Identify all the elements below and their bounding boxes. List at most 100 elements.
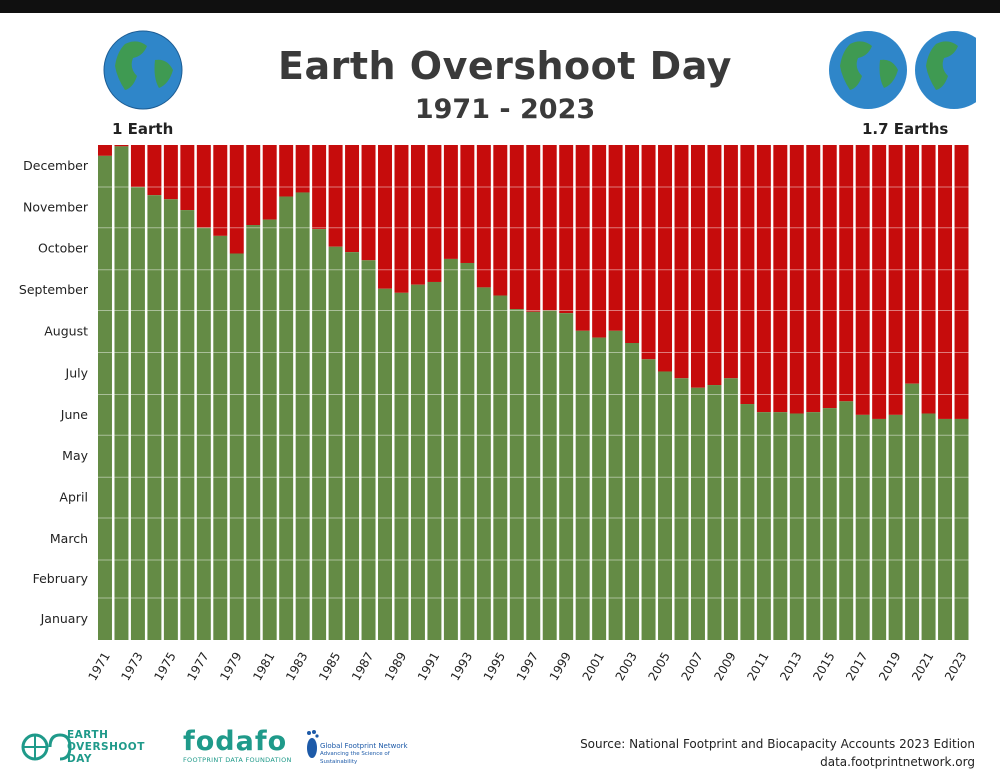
y-tick-label: October: [38, 241, 89, 256]
x-tick-label: 1985: [316, 650, 343, 683]
bar-overshoot-2023: [954, 145, 969, 419]
y-tick-label: February: [33, 571, 89, 586]
source-url: data.footprintnetwork.org: [820, 755, 975, 769]
gfn-subtitle: Advancing the Science of Sustainability: [320, 751, 390, 765]
bar-sustainable-2003: [625, 343, 640, 640]
bar-overshoot-2001: [592, 145, 607, 338]
bar-sustainable-1986: [345, 252, 360, 640]
bar-overshoot-1991: [427, 145, 442, 282]
bar-sustainable-2000: [575, 330, 590, 640]
logo-line-day: DAY: [67, 753, 92, 765]
bar-overshoot-1983: [295, 145, 310, 193]
y-tick-label: September: [19, 282, 89, 297]
bar-sustainable-2023: [954, 418, 969, 640]
bar-overshoot-2008: [707, 145, 722, 386]
earth-overshoot-day-logo: [21, 733, 72, 761]
chart-subtitle: 1971 - 2023: [414, 94, 596, 125]
bar-overshoot-2019: [888, 145, 903, 415]
x-tick-label: 1997: [514, 650, 541, 683]
bar-sustainable-2015: [822, 408, 837, 640]
bar-overshoot-2007: [690, 145, 705, 388]
bar-overshoot-1988: [378, 145, 392, 289]
bar-overshoot-2016: [839, 145, 854, 402]
logo-line-overshoot: OVERSHOOT: [67, 741, 145, 753]
x-tick-label: 1979: [217, 650, 244, 683]
x-tick-label: 1991: [415, 650, 442, 683]
bar-overshoot-2005: [658, 145, 673, 372]
one-earth-label: 1 Earth: [112, 120, 174, 138]
bar-overshoot-1981: [262, 145, 277, 220]
bar-sustainable-1999: [559, 313, 574, 640]
bar-overshoot-1996: [509, 145, 524, 310]
x-tick-label: 1995: [481, 650, 508, 683]
x-tick-label: 1999: [547, 650, 574, 683]
fodafo-wordmark: fodafo: [183, 726, 288, 757]
bar-overshoot-1993: [460, 145, 475, 263]
bar-sustainable-1974: [147, 195, 162, 640]
bar-sustainable-1991: [427, 281, 442, 640]
bar-overshoot-1997: [526, 145, 541, 312]
bar-overshoot-2022: [938, 145, 953, 419]
x-tick-label: 1983: [283, 650, 310, 683]
bar-sustainable-1977: [196, 227, 211, 641]
bar-sustainable-1976: [180, 210, 195, 640]
bar-overshoot-1982: [279, 145, 294, 197]
x-tick-label: 2011: [744, 650, 771, 683]
bar-overshoot-2006: [674, 145, 689, 379]
x-tick-label: 1993: [448, 650, 475, 683]
bar-overshoot-2014: [806, 145, 821, 413]
bar-sustainable-2009: [723, 378, 738, 640]
bar-overshoot-2011: [756, 145, 771, 413]
bar-overshoot-2012: [773, 145, 788, 413]
bar-sustainable-2002: [608, 330, 623, 640]
x-tick-label: 2023: [942, 650, 969, 683]
bar-overshoot-1979: [229, 145, 244, 254]
gfn-wordmark: Global Footprint Network Advancing the S…: [320, 742, 420, 766]
earth-overshoot-day-wordmark: EARTH OVERSHOOT DAY: [67, 729, 145, 765]
bar-sustainable-2008: [707, 385, 722, 640]
bar-sustainable-2005: [658, 371, 673, 640]
x-tick-label: 1971: [85, 650, 112, 683]
bar-overshoot-1987: [361, 145, 376, 261]
bar-overshoot-1972: [114, 145, 129, 147]
bar-overshoot-1973: [130, 145, 145, 188]
earth-globe-icon: [829, 31, 907, 109]
bar-overshoot-1971: [98, 145, 112, 156]
footprint-icon: [307, 730, 319, 758]
bar-sustainable-2014: [806, 412, 821, 640]
bar-overshoot-1986: [345, 145, 360, 253]
top-bar: [0, 0, 1000, 13]
bar-overshoot-1980: [246, 145, 261, 226]
x-tick-label: 2019: [876, 650, 903, 683]
bar-sustainable-1993: [460, 262, 475, 640]
bar-overshoot-1985: [328, 145, 343, 247]
bar-sustainable-1987: [361, 260, 376, 640]
bar-sustainable-1992: [443, 258, 458, 640]
bar-sustainable-1981: [262, 219, 277, 640]
bar-sustainable-1990: [410, 284, 425, 640]
bar-overshoot-1995: [493, 145, 508, 296]
bar-sustainable-2019: [888, 414, 903, 640]
bar-sustainable-1984: [312, 229, 327, 640]
bar-overshoot-1984: [312, 145, 327, 230]
earth-globe-icon: [103, 30, 183, 110]
bar-sustainable-2010: [740, 404, 755, 640]
bar-sustainable-2022: [938, 418, 953, 640]
bar-sustainable-1975: [163, 199, 178, 640]
bar-sustainable-1997: [526, 311, 541, 640]
y-tick-label: August: [44, 323, 88, 338]
x-tick-label: 2015: [810, 650, 837, 683]
x-tick-label: 2003: [613, 650, 640, 683]
x-tick-label: 2009: [711, 650, 738, 683]
bar-sustainable-2020: [905, 383, 920, 640]
x-tick-label: 1973: [118, 650, 145, 683]
bar-sustainable-1995: [493, 295, 508, 640]
x-tick-label: 1987: [349, 650, 376, 683]
bar-overshoot-2018: [872, 145, 887, 419]
bar-sustainable-1985: [328, 246, 343, 640]
bar-sustainable-2016: [839, 401, 854, 640]
bar-sustainable-2007: [690, 387, 705, 640]
fodafo-subtitle: FOOTPRINT DATA FOUNDATION: [183, 756, 292, 764]
x-tick-label: 2005: [646, 650, 673, 683]
bar-overshoot-2000: [575, 145, 590, 331]
